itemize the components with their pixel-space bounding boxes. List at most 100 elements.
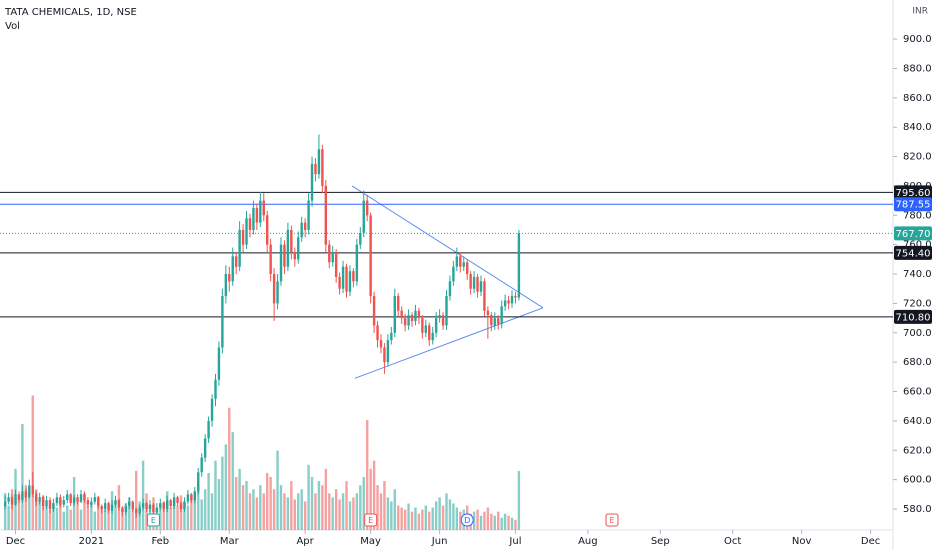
volume-bar: [414, 507, 417, 530]
candle-body: [52, 503, 55, 509]
candle-body: [303, 222, 307, 230]
volume-bar: [290, 481, 293, 530]
volume-bar: [310, 477, 314, 530]
candle-body: [217, 347, 221, 380]
candle-body: [62, 500, 65, 505]
candle-body: [3, 501, 7, 507]
candle-body: [193, 491, 197, 501]
price-level-label: 787.55: [896, 200, 931, 211]
candle-body: [279, 244, 283, 282]
volume-bar: [345, 481, 348, 530]
candle-body: [472, 276, 476, 289]
price-level-label: 710.80: [896, 312, 931, 323]
volume-bar: [459, 511, 462, 530]
volume-bar: [245, 481, 248, 530]
candle-body: [431, 332, 434, 341]
volume-bar: [69, 509, 72, 530]
candle-body: [355, 244, 359, 282]
candle-body: [476, 276, 479, 292]
candle-body: [179, 503, 183, 509]
candle-body: [286, 229, 290, 267]
volume-bar: [517, 470, 521, 530]
candle-body: [228, 274, 231, 282]
y-tick-label: 700.00: [903, 328, 932, 339]
volume-bar: [100, 507, 103, 530]
candle-body: [490, 315, 493, 326]
candle-body: [393, 296, 396, 333]
candle-body: [124, 506, 128, 512]
candle-body: [510, 296, 514, 304]
candle-body: [379, 340, 383, 348]
volume-bar: [321, 485, 324, 530]
volume-bar: [52, 503, 55, 530]
candle-body: [245, 218, 248, 245]
candle-body: [186, 494, 190, 502]
candle-body: [455, 256, 459, 267]
volume-bar: [383, 481, 386, 530]
volume-bar: [283, 493, 286, 530]
volume-bar: [483, 511, 486, 530]
candle-body: [272, 274, 276, 304]
volume-bar: [434, 501, 438, 530]
candle-body: [407, 315, 410, 326]
volume-bar: [303, 501, 307, 530]
price-level-label: 767.70: [896, 229, 931, 240]
y-tick-label: 640.00: [903, 416, 932, 427]
currency: INR: [912, 7, 928, 17]
candle-body: [203, 438, 207, 458]
candle-body: [479, 281, 483, 292]
volume-bar: [200, 499, 203, 530]
volume-bar: [307, 464, 310, 530]
volume-bar: [197, 481, 200, 530]
volume-bar: [324, 468, 328, 530]
volume-bar: [34, 489, 38, 530]
price-level-badge: [894, 197, 932, 212]
volume-bar: [169, 507, 172, 530]
candle-body: [86, 500, 90, 505]
volume-bar: [386, 497, 390, 530]
candle-body: [297, 237, 300, 260]
candle-body: [93, 497, 97, 502]
candle-body: [348, 271, 352, 292]
candle-body: [383, 347, 386, 363]
volume-bar: [86, 505, 90, 530]
volume-bar: [421, 509, 424, 530]
volume-bar: [186, 505, 190, 530]
candle-body: [138, 507, 141, 514]
volume-bar: [131, 507, 134, 530]
candle-body: [155, 507, 159, 512]
candle-body: [183, 501, 186, 509]
candle-body: [128, 501, 131, 507]
y-tick-label: 820.00: [903, 152, 932, 163]
event-marker: [364, 513, 378, 527]
volume-bar: [372, 460, 376, 530]
y-tick-label: 600.00: [903, 475, 932, 486]
candle-body: [166, 500, 169, 509]
candle-body: [341, 266, 345, 289]
volume-bar: [410, 511, 414, 530]
candle-body: [159, 503, 162, 508]
volume-bar: [172, 499, 176, 530]
x-tick-label: Oct: [724, 536, 741, 547]
candle-body: [255, 207, 259, 223]
candle-body: [17, 494, 21, 501]
volume-bar: [121, 509, 124, 530]
candle-body: [269, 244, 272, 275]
volume-bar: [293, 499, 297, 530]
candle-body: [145, 503, 148, 509]
event-marker: [605, 513, 619, 527]
volume-bar: [352, 497, 355, 530]
candle-body: [359, 232, 362, 245]
candle-body: [462, 262, 465, 267]
y-tick-label: 780.00: [903, 210, 932, 221]
volume-bar: [79, 509, 83, 530]
candle-body: [190, 494, 193, 501]
y-tick-label: 660.00: [903, 387, 932, 398]
candle-body: [162, 503, 165, 509]
volume-bar: [379, 493, 383, 530]
volume-bar: [393, 489, 396, 530]
candle-body: [334, 252, 338, 277]
y-tick-label: 680.00: [903, 357, 932, 368]
candle-body: [365, 200, 369, 216]
candle-body: [290, 229, 293, 253]
